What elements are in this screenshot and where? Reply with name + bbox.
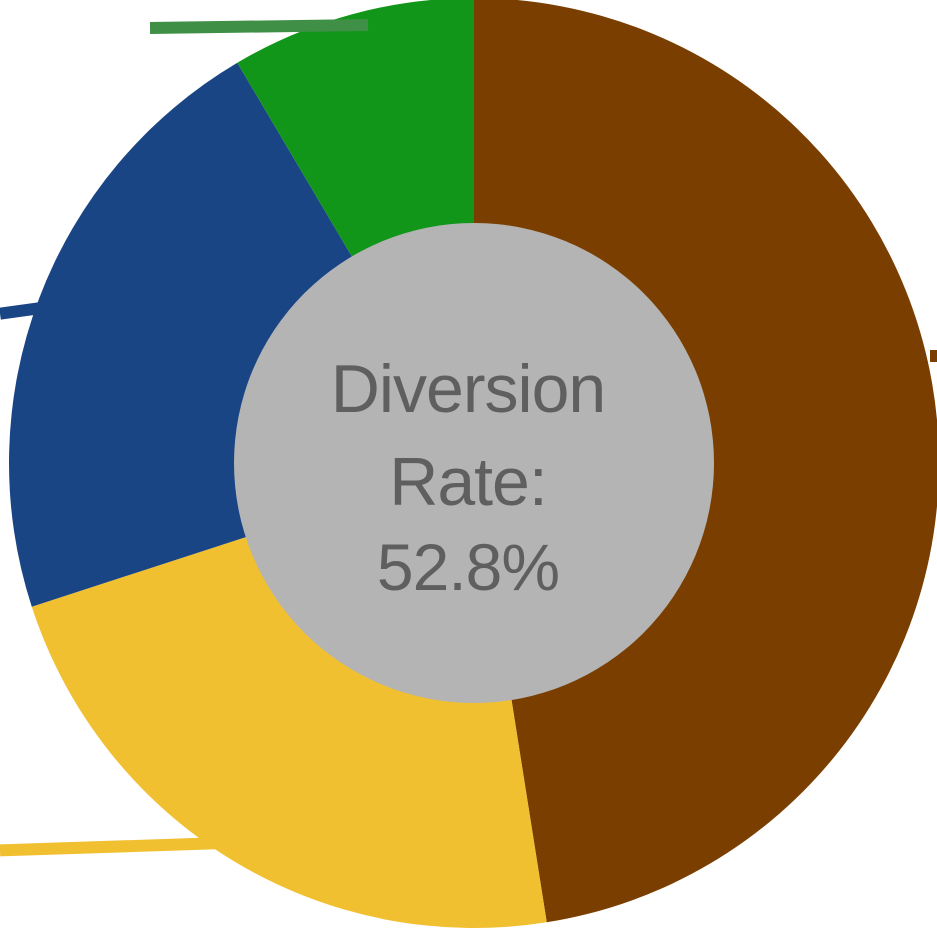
leader-line-3 (0, 299, 59, 320)
leader-lines (0, 19, 937, 857)
center-label-value: 52.8% (377, 530, 559, 604)
center-label-line2: Rate: (389, 444, 547, 520)
donut-center (234, 223, 714, 703)
leader-line-2 (0, 836, 242, 857)
center-label-line1: Diversion (331, 351, 605, 427)
leader-line-4 (149, 19, 369, 34)
